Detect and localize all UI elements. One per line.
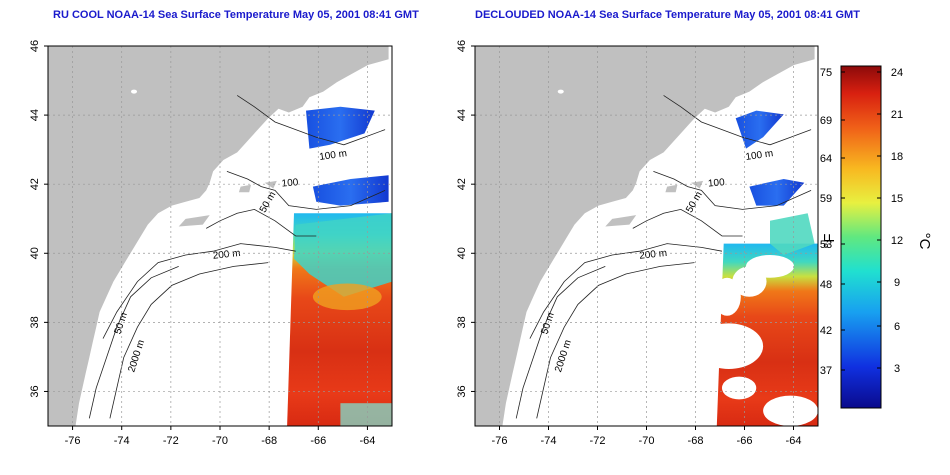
celsius-tick-label: 21: [891, 109, 903, 121]
isobath-line: [226, 171, 386, 210]
lon-tick-label: -70: [639, 435, 655, 447]
lat-tick-label: 42: [29, 178, 41, 190]
gulf-of-maine-cold-water: [735, 110, 784, 149]
isobath-label: 100: [281, 177, 299, 189]
warm-eddy: [312, 283, 382, 311]
lat-tick-label: 38: [29, 316, 41, 328]
isobath-label: 200 m: [212, 248, 241, 262]
fahrenheit-tick-label: 48: [820, 279, 832, 291]
isobath-label: 200 m: [639, 248, 668, 262]
gulf-of-maine-cold-water: [306, 106, 375, 149]
lon-tick-label: -72: [590, 435, 606, 447]
lat-tick-label: 44: [456, 109, 468, 121]
celsius-tick-label: 12: [891, 235, 903, 247]
land-mass: [48, 46, 389, 426]
cold-water-patch: [770, 213, 815, 255]
island: [665, 184, 678, 193]
colorbar: 75 69 64 59 53 48 42 37 24 21 18 15 12 9 6 3 °F °C: [820, 65, 933, 409]
lon-tick-label: -76: [492, 435, 508, 447]
celsius-tick-label: 3: [894, 363, 900, 375]
fahrenheit-tick-label: 59: [820, 193, 832, 205]
lat-tick-label: 46: [456, 40, 468, 52]
cloud-mask-gap: [763, 395, 818, 426]
island: [557, 70, 568, 81]
island: [238, 184, 251, 193]
isobath-line: [515, 266, 606, 419]
isobath-line: [109, 262, 269, 419]
fahrenheit-tick-label: 64: [820, 153, 832, 165]
isobath-line: [206, 208, 317, 237]
lon-tick-label: -74: [541, 435, 557, 447]
lat-tick-label: 46: [29, 40, 41, 52]
lon-tick-label: -64: [359, 435, 375, 447]
lon-tick-label: -64: [786, 435, 802, 447]
island: [178, 215, 210, 227]
isobath-label: 100 m: [745, 148, 774, 163]
colorbar-gradient: [840, 65, 882, 409]
lat-tick-label: 36: [456, 385, 468, 397]
isobath-line: [663, 95, 812, 146]
island: [264, 180, 277, 189]
celsius-tick-label: 9: [894, 277, 900, 289]
lon-tick-label: -72: [163, 435, 179, 447]
cloud-mask-gap: [694, 323, 764, 370]
isobath-line: [653, 171, 812, 210]
isobath-line: [529, 243, 723, 339]
isobath-label: 100 m: [319, 148, 348, 163]
lon-tick-label: -76: [65, 435, 81, 447]
lake: [557, 89, 564, 94]
isobath-line: [632, 208, 743, 237]
lat-tick-label: 40: [29, 247, 41, 259]
celsius-tick-label: 24: [891, 67, 903, 79]
isobath-line: [102, 243, 296, 339]
fahrenheit-unit-label: °F: [821, 233, 838, 248]
isobath-line: [88, 266, 179, 419]
fahrenheit-tick-label: 42: [820, 325, 832, 337]
lon-tick-label: -66: [737, 435, 753, 447]
celsius-tick-label: 15: [891, 193, 903, 205]
fahrenheit-tick-label: 53: [820, 239, 832, 251]
lon-tick-label: -70: [212, 435, 228, 447]
cold-water-patch: [294, 213, 392, 297]
celsius-unit-label: °C: [916, 233, 933, 250]
celsius-tick-label: 6: [894, 321, 900, 333]
island: [605, 215, 637, 227]
cloud-mask-gap: [721, 376, 757, 400]
isobath-line: [236, 95, 386, 146]
land-mass: [475, 46, 815, 426]
isobath-line: [536, 262, 695, 419]
lat-tick-label: 42: [456, 178, 468, 190]
lat-tick-label: 36: [29, 385, 41, 397]
georges-bank-cold-water: [749, 179, 805, 206]
isobath-label: 100: [708, 177, 726, 189]
lon-tick-label: -74: [114, 435, 130, 447]
fahrenheit-tick-label: 69: [820, 115, 832, 127]
georges-bank-cold-water: [312, 175, 389, 206]
fahrenheit-tick-label: 37: [820, 365, 832, 377]
lon-tick-label: -66: [310, 435, 326, 447]
left-map-title: RU COOL NOAA-14 Sea Surface Temperature …: [53, 9, 419, 21]
lake: [131, 89, 137, 94]
right-map-title: DECLOUDED NOAA-14 Sea Surface Temperatur…: [475, 9, 860, 21]
lon-tick-label: -68: [261, 435, 277, 447]
lat-tick-label: 44: [29, 109, 41, 121]
lat-tick-label: 38: [456, 316, 468, 328]
cloud-mask-gap: [745, 255, 794, 278]
island: [130, 70, 141, 81]
lon-tick-label: -68: [688, 435, 704, 447]
lat-tick-label: 40: [456, 247, 468, 259]
fahrenheit-tick-label: 75: [820, 67, 832, 79]
celsius-tick-label: 18: [891, 151, 903, 163]
island: [691, 180, 704, 189]
cloud-noise-patch: [340, 403, 392, 426]
